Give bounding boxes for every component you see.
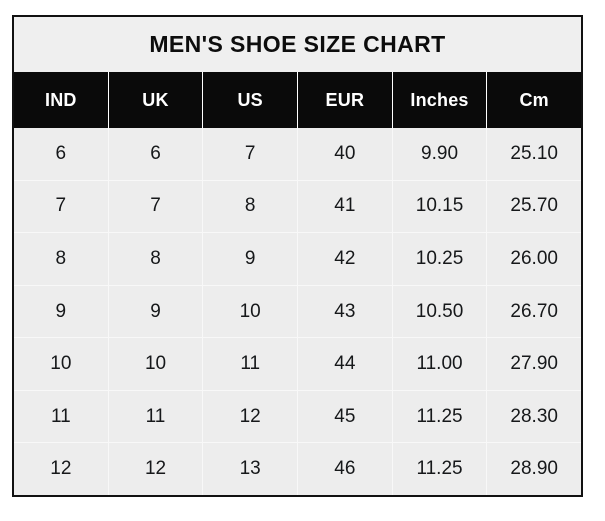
cell-uk: 11: [109, 390, 204, 443]
cell-eur: 45: [298, 390, 393, 443]
cell-cm: 26.70: [510, 300, 558, 322]
cell-cm: 28.90: [510, 458, 558, 480]
size-chart-table: MEN'S SHOE SIZE CHART IND UK US EUR Inch…: [12, 15, 583, 497]
cell-ind: 7: [14, 180, 109, 233]
column-header-ind: IND: [14, 72, 109, 128]
cell-ind: 11: [14, 390, 109, 443]
cell-inches: 11.25: [393, 443, 488, 496]
cell-uk: 10: [109, 338, 204, 390]
cell-uk: 8: [109, 233, 204, 285]
cell-ind: 9: [14, 285, 109, 338]
cell-eur: 41: [298, 180, 393, 233]
cell-uk: 7: [109, 180, 204, 233]
cell-us: 8: [203, 180, 299, 233]
column-header-cm: Cm: [519, 89, 549, 110]
cell-ind: 8: [14, 233, 109, 285]
cell-cm: 28.30: [510, 405, 558, 427]
cell-inches: 11.00: [393, 338, 488, 390]
cell-us: 11: [203, 338, 299, 390]
cell-cm: 26.00: [510, 247, 558, 269]
cell-us: 7: [203, 128, 299, 180]
chart-title-band: MEN'S SHOE SIZE CHART: [14, 17, 581, 72]
cell-inches: 10.15: [393, 180, 488, 233]
cell-us: 12: [203, 390, 299, 443]
table-row: 9 9 10 43 10.50 26.70: [14, 284, 581, 338]
cell-cm: 27.90: [510, 353, 558, 375]
cell-us: 13: [203, 443, 299, 496]
cell-cm: 25.70: [510, 195, 558, 217]
table-row: 8 8 9 42 10.25 26.00: [14, 232, 581, 285]
cell-inches: 10.25: [393, 233, 488, 285]
column-header-inches: Inches: [393, 72, 488, 128]
table-row: 12 12 13 46 11.25 28.90: [14, 442, 581, 496]
table-row: 10 10 11 44 11.00 27.90: [14, 337, 581, 390]
cell-eur: 44: [298, 338, 393, 390]
column-header-uk: UK: [109, 72, 204, 128]
cell-eur: 46: [298, 443, 393, 496]
cell-ind: 10: [14, 338, 109, 390]
cell-inches: 10.50: [393, 285, 488, 338]
cell-uk: 6: [109, 128, 204, 180]
cell-us: 10: [203, 285, 299, 338]
column-header-eur: EUR: [298, 72, 393, 128]
cell-inches: 11.25: [393, 390, 488, 443]
cell-cm: 25.10: [510, 142, 558, 164]
cell-eur: 43: [298, 285, 393, 338]
cell-ind: 6: [14, 128, 109, 180]
cell-ind: 12: [14, 443, 109, 496]
cell-inches: 9.90: [393, 128, 488, 180]
cell-us: 9: [203, 233, 299, 285]
column-header-us: US: [203, 72, 299, 128]
table-row: 6 6 7 40 9.90 25.10: [14, 128, 581, 180]
table-row: 11 11 12 45 11.25 28.30: [14, 389, 581, 443]
cell-uk: 12: [109, 443, 204, 496]
cell-eur: 40: [298, 128, 393, 180]
table-body: 6 6 7 40 9.90 25.10 7 7 8 41 10.15 25.70…: [14, 128, 581, 496]
page-title: MEN'S SHOE SIZE CHART: [149, 31, 446, 57]
table-row: 7 7 8 41 10.15 25.70: [14, 179, 581, 233]
cell-uk: 9: [109, 285, 204, 338]
cell-eur: 42: [298, 233, 393, 285]
table-header-row: IND UK US EUR Inches Cm: [14, 72, 581, 128]
